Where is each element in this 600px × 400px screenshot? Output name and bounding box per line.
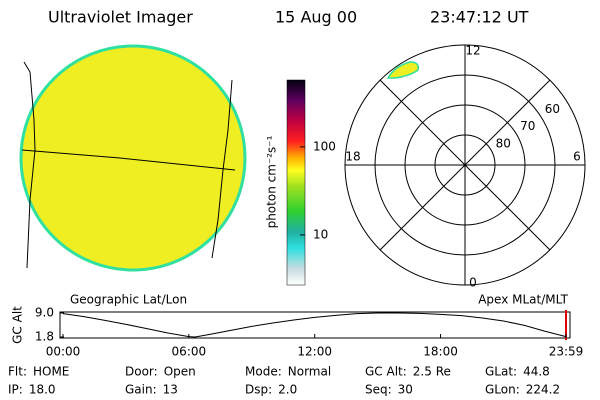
- y-axis-label: GC Alt: [11, 306, 25, 344]
- colorbar-tick-label: 100: [313, 139, 336, 153]
- y-tick-label: 1.8: [35, 330, 54, 344]
- mlt-label: 0: [469, 276, 477, 290]
- lat-ring-label: 60: [545, 102, 560, 116]
- x-tick-label: 06:00: [172, 345, 207, 359]
- info-value: 13: [163, 383, 178, 397]
- info-value: Normal: [288, 365, 331, 379]
- x-tick-label: 12:00: [297, 345, 332, 359]
- info-value: 30: [398, 383, 413, 397]
- uv-image: [19, 44, 247, 272]
- info-value: 2.5 Re: [413, 365, 451, 379]
- time: 23:47:12 UT: [430, 8, 529, 27]
- info-value: HOME: [33, 365, 69, 379]
- info-label: GLon:: [485, 383, 520, 397]
- chart-title-left: Geographic Lat/Lon: [70, 293, 187, 307]
- info-value: 44.8: [523, 365, 550, 379]
- info-label: Mode:: [245, 365, 282, 379]
- info-label: Seq:: [365, 383, 392, 397]
- title: Ultraviolet Imager: [48, 8, 193, 27]
- info-label: GC Alt:: [365, 365, 407, 379]
- date: 15 Aug 00: [275, 8, 357, 27]
- info-value: Open: [164, 365, 196, 379]
- lat-ring: [434, 134, 496, 196]
- colorbar-tick-label: 10: [313, 227, 328, 241]
- info-label: Door:: [125, 365, 158, 379]
- info-label: GLat:: [485, 365, 517, 379]
- x-tick-label: 23:59: [549, 345, 584, 359]
- x-tick-label: 00:00: [46, 345, 81, 359]
- mlt-label: 12: [465, 44, 480, 58]
- info-label: Gain:: [125, 383, 157, 397]
- colorbar-scale: [286, 79, 306, 286]
- x-tick-label: 18:00: [423, 345, 458, 359]
- info-value: 18.0: [29, 383, 56, 397]
- info-label: Dsp:: [245, 383, 272, 397]
- lat-ring: [374, 74, 556, 256]
- lat-ring-label: 80: [496, 136, 511, 150]
- info-value: 224.2: [526, 383, 560, 397]
- chart-title-right: Apex MLat/MLT: [478, 293, 568, 307]
- info-value: 2.0: [278, 383, 297, 397]
- altitude-line: [62, 312, 567, 338]
- info-label: IP:: [8, 383, 23, 397]
- altitude-chart: Geographic Lat/Lon Apex MLat/MLT GC Alt …: [11, 293, 584, 359]
- lat-ring-label: 70: [520, 119, 535, 133]
- info-panel: Flt: HOME Door: Open Mode: Normal GC Alt: 2.5 R…: [8, 365, 560, 397]
- mlt-label: 18: [345, 150, 360, 164]
- info-label: Flt:: [8, 365, 27, 379]
- lat-ring: [404, 104, 526, 226]
- y-tick-label: 9.0: [35, 306, 54, 320]
- colorbar-label: photon cm⁻²s⁻¹: [265, 135, 279, 228]
- mlt-label: 6: [573, 150, 581, 164]
- colorbar: photon cm⁻²s⁻¹ 10 100: [265, 79, 336, 286]
